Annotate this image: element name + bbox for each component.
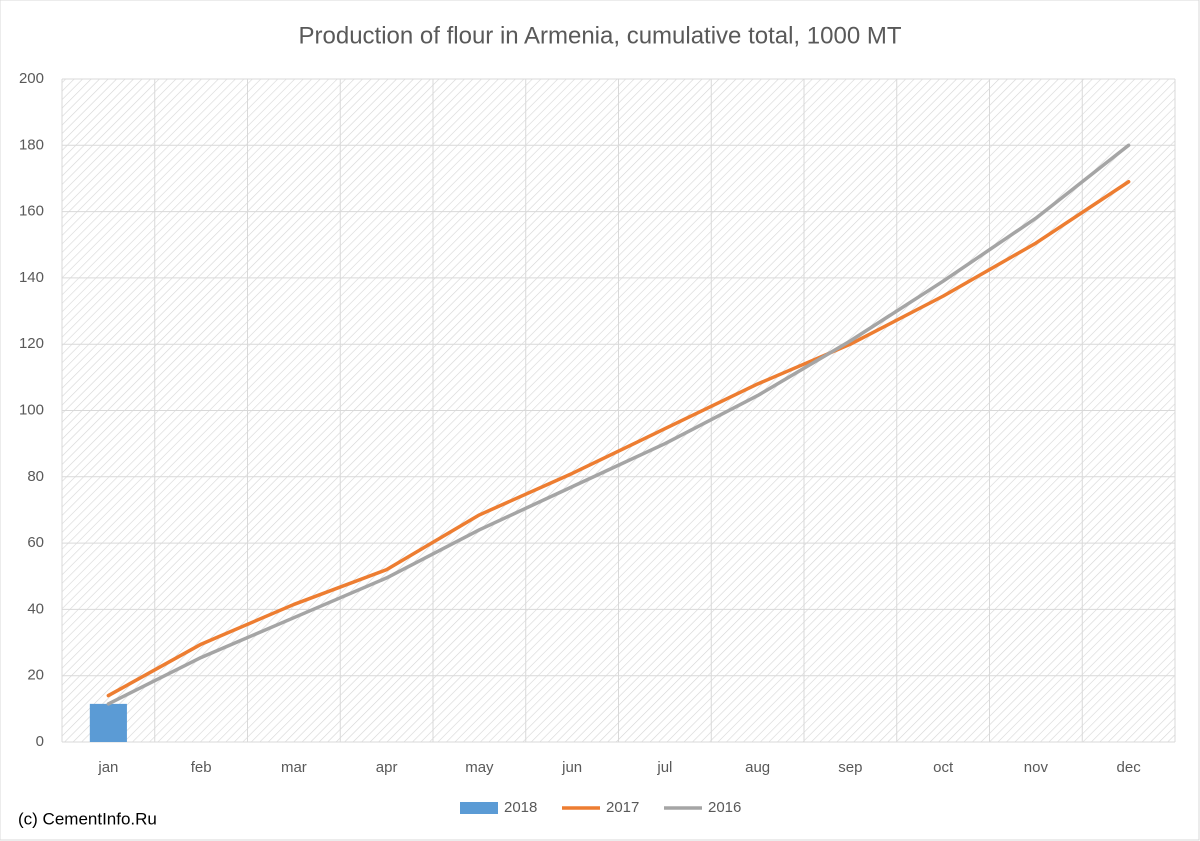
- legend-label: 2018: [504, 799, 537, 816]
- x-tick-label: nov: [1024, 759, 1049, 776]
- y-tick-label: 0: [36, 733, 44, 750]
- line-series: [106, 180, 1131, 698]
- x-tick-label: feb: [191, 759, 212, 776]
- legend-label: 2016: [708, 799, 741, 816]
- x-tick-label: may: [465, 759, 494, 776]
- line-series: [106, 143, 1131, 706]
- x-tick-label: jan: [97, 759, 118, 776]
- bar: [89, 703, 127, 742]
- x-tick-label: dec: [1117, 759, 1142, 776]
- x-tick-label: oct: [933, 759, 954, 776]
- legend-swatch: [460, 802, 498, 814]
- source-note: (c) CementInfo.Ru: [18, 809, 157, 828]
- legend-label: 2017: [606, 799, 639, 816]
- y-tick-label: 200: [19, 70, 44, 87]
- x-tick-label: apr: [376, 759, 398, 776]
- y-tick-label: 180: [19, 136, 44, 153]
- y-tick-label: 160: [19, 203, 44, 220]
- y-tick-label: 120: [19, 335, 44, 352]
- y-tick-label: 40: [27, 600, 44, 617]
- y-tick-label: 140: [19, 269, 44, 286]
- y-tick-label: 20: [27, 667, 44, 684]
- x-tick-label: aug: [745, 759, 770, 776]
- x-tick-label: jun: [561, 759, 582, 776]
- y-tick-label: 80: [27, 468, 44, 485]
- x-tick-label: sep: [838, 759, 862, 776]
- y-tick-label: 100: [19, 401, 44, 418]
- x-tick-label: jul: [656, 759, 672, 776]
- chart-title: Production of flour in Armenia, cumulati…: [299, 22, 902, 49]
- y-tick-label: 60: [27, 534, 44, 551]
- x-tick-label: mar: [281, 759, 307, 776]
